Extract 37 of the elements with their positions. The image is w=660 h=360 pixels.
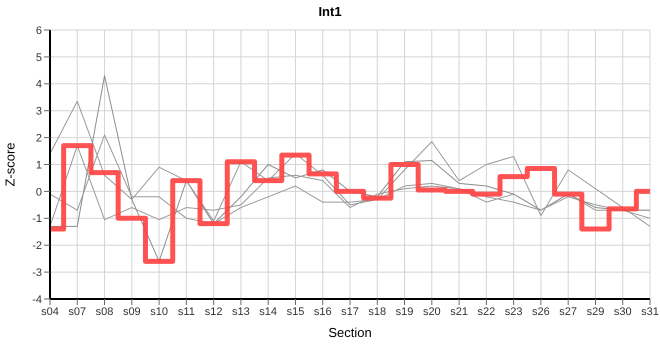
x-tick-label: s29	[586, 306, 604, 318]
y-tick-label: 4	[36, 78, 42, 91]
y-tick-label: -1	[32, 213, 42, 226]
y-axis-title: Z-score	[2, 142, 18, 187]
y-tick-label: -3	[32, 267, 42, 280]
y-tick-label: 1	[36, 159, 42, 172]
x-tick-label: s31	[641, 306, 659, 318]
x-tick-label: s23	[504, 306, 523, 318]
x-tick-label: s11	[178, 306, 195, 318]
x-tick-label: s20	[422, 306, 441, 318]
y-tick-label: 6	[36, 24, 42, 37]
x-axis-title: Section	[328, 325, 372, 340]
x-tick-label: s30	[614, 306, 632, 318]
x-tick-label: s07	[68, 306, 86, 318]
y-tick-label: -2	[32, 240, 42, 252]
x-tick-label: s13	[232, 306, 250, 318]
x-tick-label: s16	[314, 306, 332, 318]
x-tick-label: s09	[122, 306, 141, 318]
x-tick-label: s15	[286, 306, 304, 318]
x-tick-label: s04	[41, 306, 59, 318]
x-tick-label: s17	[341, 306, 359, 318]
x-tick-label: s08	[96, 306, 114, 318]
y-tick-label: 3	[36, 106, 42, 118]
y-tick-label: 0	[36, 186, 42, 198]
x-tick-label: s10	[150, 306, 168, 318]
y-tick-label: 5	[36, 52, 42, 64]
x-tick-label: s19	[396, 306, 414, 318]
x-tick-label: s22	[477, 306, 496, 318]
x-tick-label: s12	[204, 306, 223, 318]
x-tick-label: s27	[559, 306, 578, 318]
chart-title: Int1	[317, 4, 343, 19]
x-tick-label: s18	[368, 306, 386, 318]
x-tick-label: s14	[259, 306, 278, 318]
x-tick-label: s26	[532, 306, 550, 318]
y-tick-label: -4	[32, 294, 42, 306]
x-tick-label: s21	[450, 306, 468, 318]
y-tick-label: 2	[36, 132, 42, 145]
